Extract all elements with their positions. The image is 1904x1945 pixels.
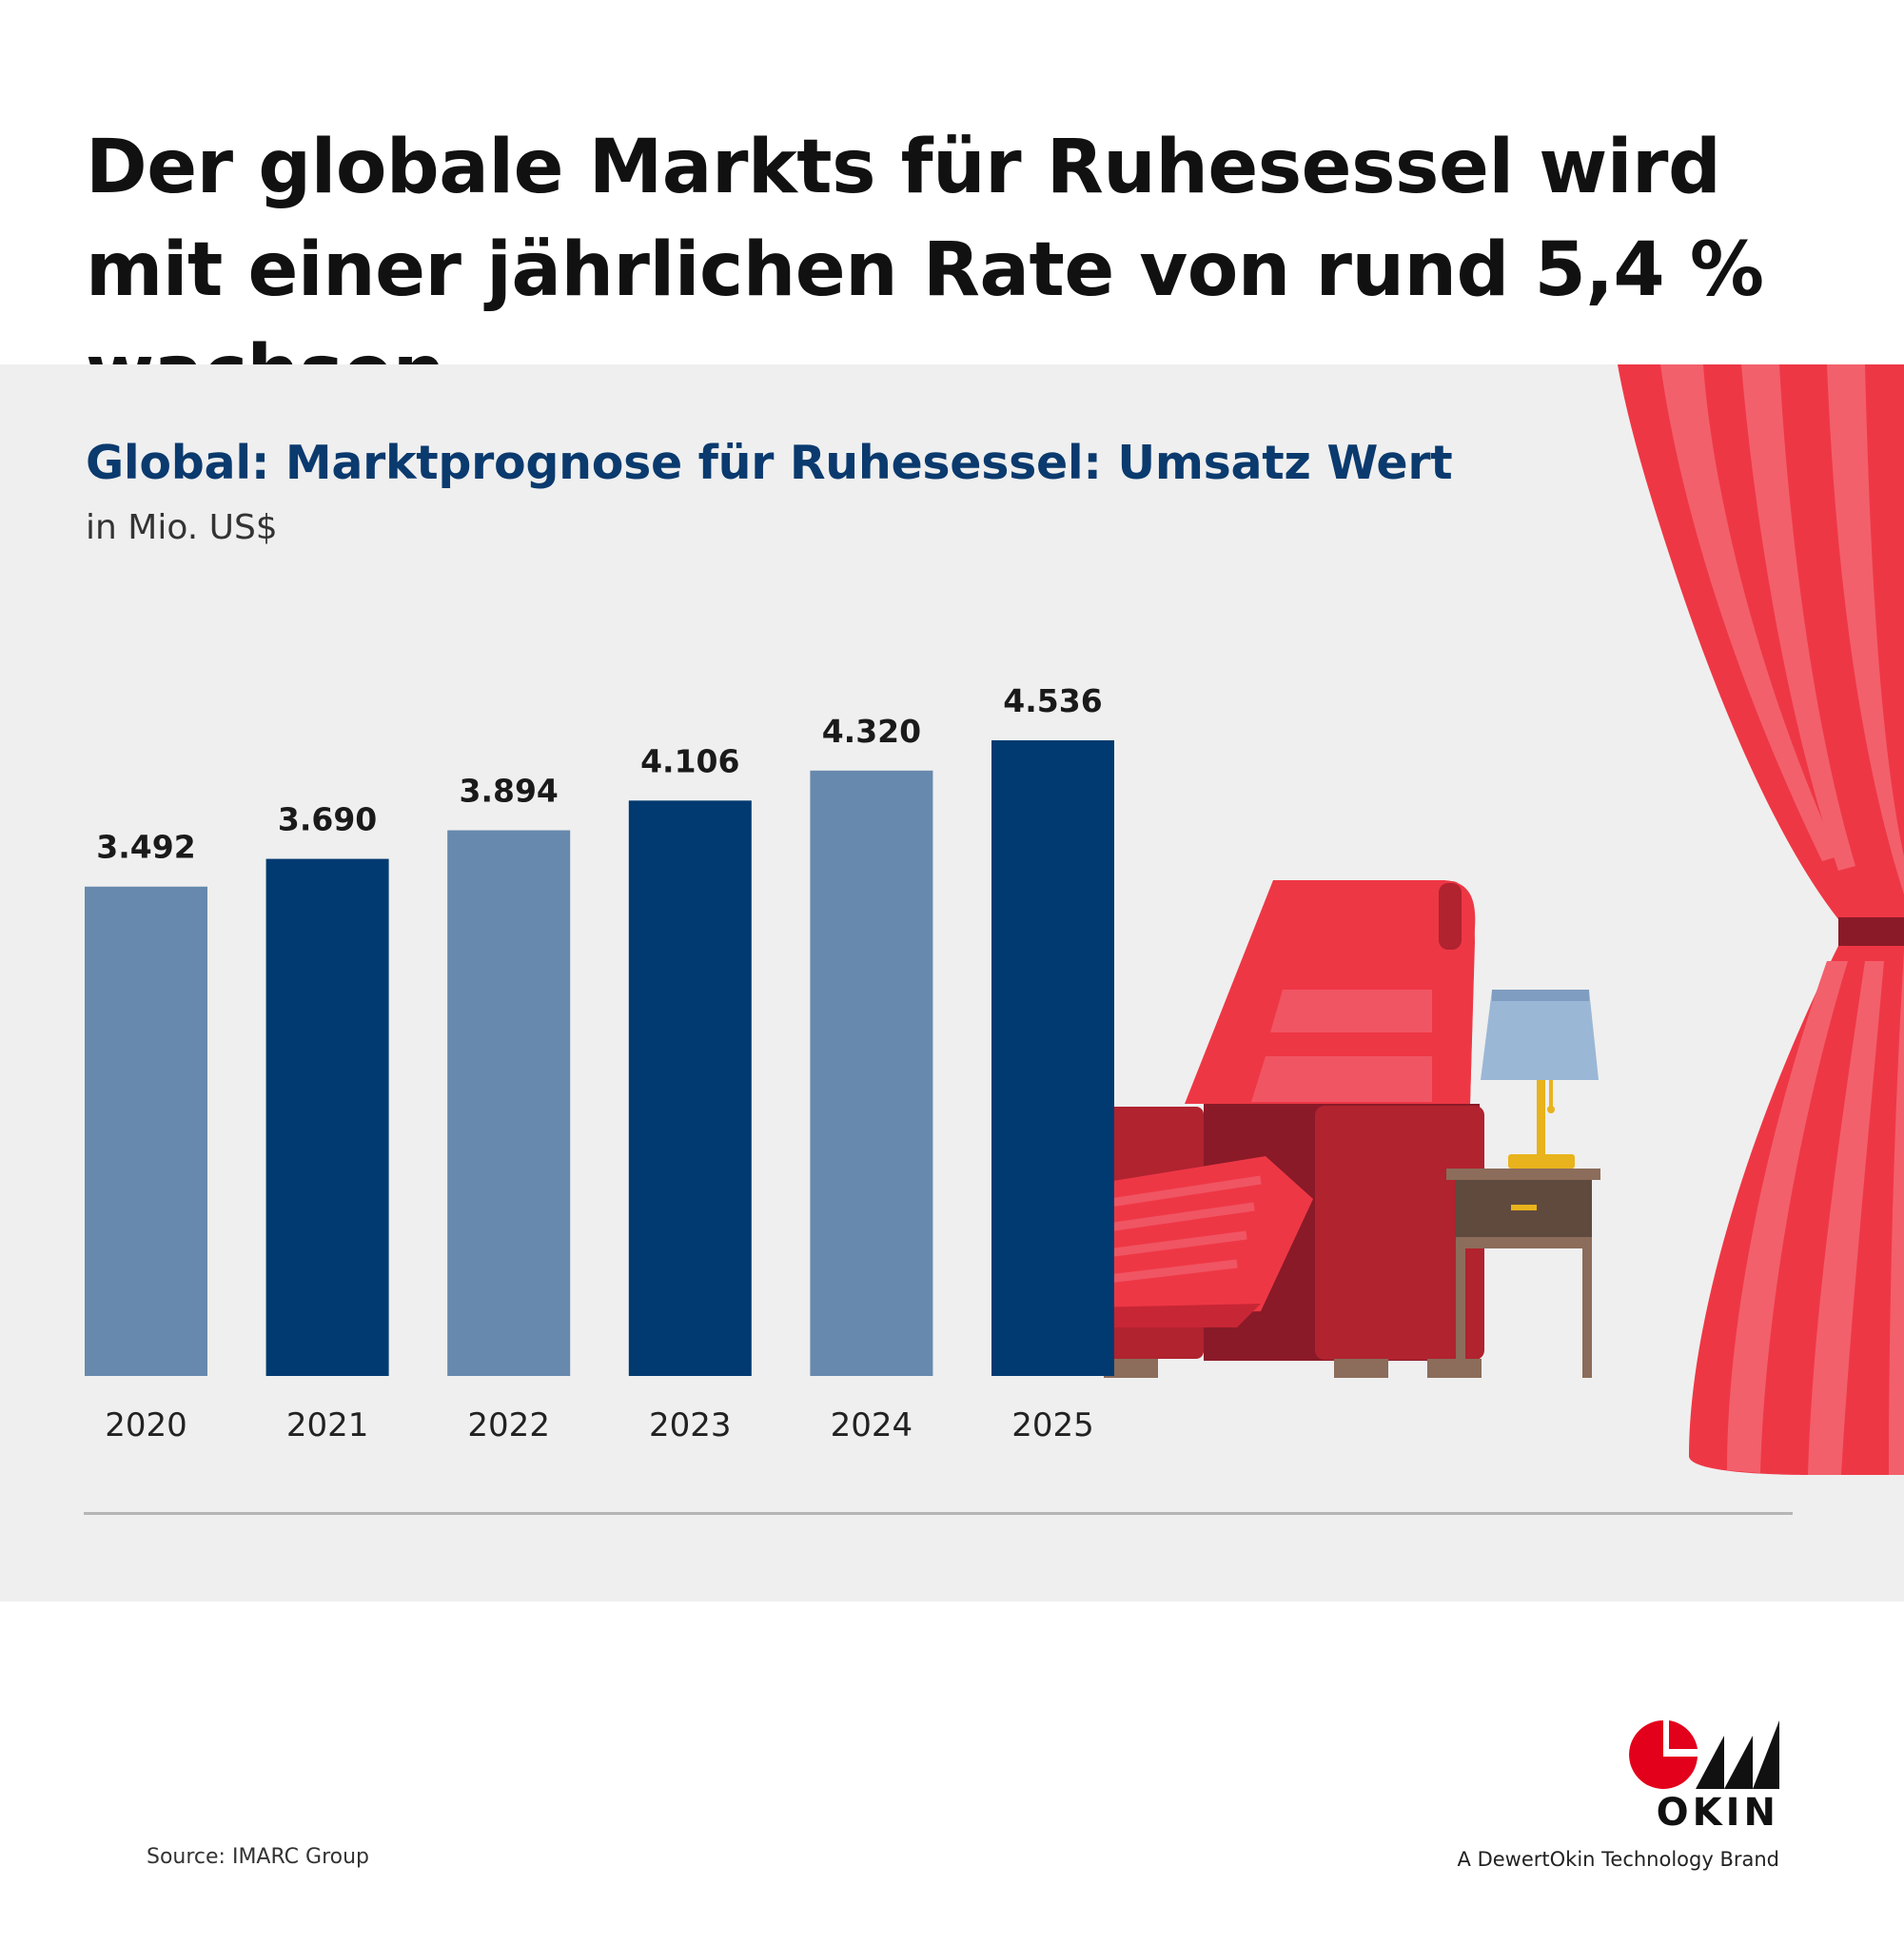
bar-2025	[991, 740, 1114, 1376]
x-tick-label: 2020	[105, 1406, 187, 1444]
headline: Der globale Markts für Ruhesessel wird m…	[86, 125, 1764, 416]
bar-value-label: 4.106	[640, 742, 739, 779]
bar-value-label: 3.894	[460, 773, 559, 810]
x-tick-label: 2023	[649, 1406, 732, 1444]
brand-tagline: A DewertOkin Technology Brand	[1457, 1848, 1779, 1871]
bar-2024	[810, 770, 933, 1376]
chart-subtitle: in Mio. US$	[86, 508, 278, 547]
chart-title: Global: Marktprognose für Ruhesessel: Um…	[86, 436, 1453, 490]
bar-value-label: 4.536	[1003, 682, 1102, 719]
bar-value-label: 3.690	[278, 801, 377, 838]
brand-name: OKIN	[1656, 1791, 1779, 1835]
okin-logo-icon	[1629, 1720, 1779, 1789]
bar-2022	[447, 830, 571, 1376]
side-table-lamp-icon	[1446, 990, 1600, 1378]
bar-value-label: 4.320	[822, 713, 921, 750]
x-tick-label: 2021	[286, 1406, 369, 1444]
divider-line	[84, 1512, 1793, 1515]
x-tick-label: 2022	[467, 1406, 550, 1444]
bar-2023	[628, 800, 752, 1376]
source-note: Source: IMARC Group	[147, 1845, 370, 1869]
bar-2020	[85, 886, 207, 1376]
bar-2021	[265, 858, 389, 1376]
x-tick-label: 2025	[1011, 1406, 1094, 1444]
footer	[29, 1601, 1904, 1945]
x-tick-label: 2024	[831, 1406, 913, 1444]
theater-curtain-icon	[1618, 364, 1904, 1475]
bar-value-label: 3.492	[96, 829, 195, 866]
